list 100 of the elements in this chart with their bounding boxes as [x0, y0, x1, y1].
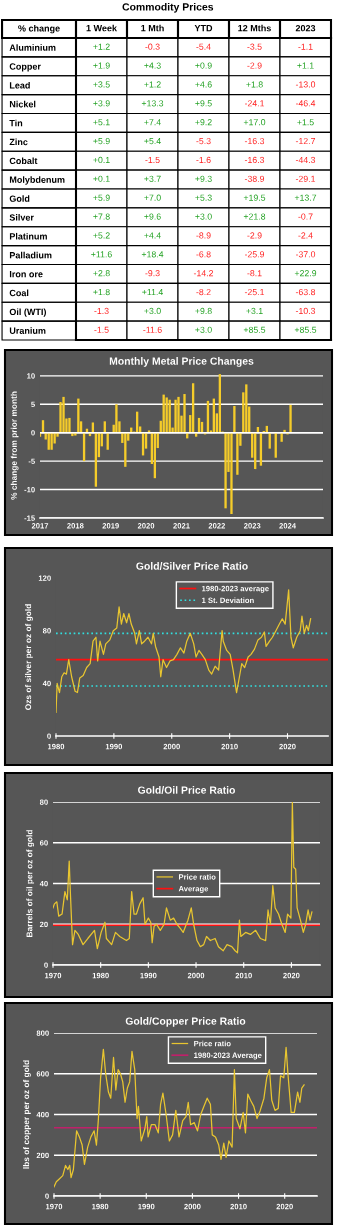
data-label: -1.5 — [145, 156, 160, 164]
data-label: +9.8 — [195, 307, 212, 315]
data-label: -1.1 — [298, 43, 313, 50]
data-label: -2.4 — [298, 232, 313, 239]
data-label: -25.1 — [244, 288, 265, 296]
data-label: -2.9 — [247, 232, 262, 239]
data-label: +5.9 — [93, 137, 110, 145]
data-label: -63.8 — [295, 288, 316, 296]
data-label: -8.2 — [196, 288, 211, 296]
data-label: -37.0 — [295, 251, 316, 258]
data-label: +5.2 — [93, 232, 110, 239]
data-label: +9.3 — [195, 175, 212, 182]
data-label: +1.8 — [246, 81, 263, 88]
y-tick-label: Zinc — [9, 138, 28, 146]
data-label: +4.4 — [144, 232, 161, 239]
data-label: +3.5 — [93, 81, 110, 88]
data-label: -9.3 — [145, 270, 160, 277]
data-label: -25.9 — [244, 251, 265, 258]
data-label: +7.8 — [93, 213, 110, 220]
data-label: -46.4 — [295, 100, 316, 107]
data-label: +7.4 — [144, 119, 161, 126]
data-label: -16.3 — [244, 156, 265, 164]
data-label: +3.7 — [144, 175, 161, 182]
data-label: -44.3 — [295, 156, 316, 164]
y-tick-label: Molybdenum — [9, 176, 65, 185]
y-axis-title: % change from prior month — [10, 391, 19, 500]
x-tick-label: YTD — [194, 25, 213, 32]
data-label: +7.0 — [144, 194, 161, 201]
data-label: -13.0 — [295, 81, 316, 88]
x-tick-label: 1 Mth — [141, 24, 164, 32]
data-label: +13.3 — [141, 100, 164, 107]
y-tick-label: Tin — [9, 119, 23, 127]
data-label: +1.1 — [297, 62, 314, 69]
chart-title: Monthly Metal Price Changes — [109, 357, 254, 367]
chart-title: Gold/Oil Price Ratio — [138, 786, 235, 794]
data-label: +1.2 — [93, 43, 110, 50]
y-tick-label: Aluminium — [9, 44, 56, 51]
data-label: +9.6 — [144, 213, 161, 220]
y-tick-label: Oil (WTI) — [9, 308, 46, 317]
data-label: +9.2 — [195, 119, 212, 126]
data-label: -24.1 — [244, 100, 265, 107]
y-tick-label: Cobalt — [9, 157, 38, 165]
data-label: +4.3 — [144, 62, 161, 69]
y-tick-label: Gold — [9, 195, 30, 202]
data-label: -6.8 — [196, 251, 211, 258]
y-tick-label: Palladium — [9, 251, 52, 259]
data-label: +3.1 — [246, 307, 263, 315]
data-label: +11.4 — [142, 289, 163, 296]
y-tick-label: Iron ore — [9, 271, 43, 278]
data-label: -38.9 — [244, 175, 265, 182]
data-label: +5.4 — [144, 138, 161, 145]
data-label: -1.6 — [196, 156, 211, 164]
y-tick-label: Silver — [9, 214, 34, 221]
data-label: -11.6 — [143, 326, 162, 333]
data-label: +3.9 — [93, 100, 110, 107]
data-label: -12.7 — [295, 137, 316, 145]
y-axis-title: lbs of copper per oz of gold — [23, 1060, 31, 1169]
x-tick-label: 2023 — [295, 24, 316, 32]
data-label: -3.5 — [247, 43, 262, 50]
data-label: +22.9 — [294, 270, 317, 277]
data-label: -0.7 — [298, 213, 313, 220]
data-label: -5.3 — [196, 137, 211, 145]
y-tick-label: Uranium — [9, 327, 46, 334]
data-label: +5.1 — [93, 119, 110, 126]
data-label: -14.2 — [193, 270, 214, 277]
data-label: -16.3 — [244, 137, 265, 145]
y-tick-label: Coal — [9, 289, 29, 297]
data-label: -8.1 — [247, 270, 262, 277]
data-label: +0.1 — [93, 156, 110, 164]
data-label: -5.4 — [196, 43, 211, 50]
data-label: +2.8 — [93, 270, 110, 277]
y-axis-title: Ozs of silver per oz of gold — [25, 604, 33, 710]
data-label: -29.1 — [295, 175, 316, 182]
data-label: +11.6 — [91, 251, 112, 258]
data-label: +0.1 — [93, 175, 110, 182]
data-label: -1.3 — [94, 307, 109, 315]
data-label: +13.7 — [294, 194, 317, 201]
data-label: -8.9 — [196, 232, 211, 239]
data-label: +5.9 — [93, 194, 110, 201]
data-label: +1.5 — [297, 119, 314, 126]
y-axis-title: Barrels of oil per oz of gold — [26, 830, 35, 937]
data-label: +9.5 — [195, 100, 212, 107]
data-label: +1.9 — [93, 62, 110, 69]
y-tick-label: Lead — [9, 81, 30, 89]
data-label: +0.9 — [195, 62, 212, 69]
data-label: -2.9 — [247, 62, 262, 69]
chart-title: Gold/Copper Price Ratio — [125, 1017, 246, 1027]
data-label: -10.3 — [295, 307, 316, 315]
chart-title: Commodity Prices — [122, 2, 214, 13]
data-label: +18.4 — [141, 251, 164, 258]
data-label: +17.0 — [243, 119, 266, 126]
y-axis-title: % change — [18, 24, 60, 34]
y-tick-label: Platinum — [9, 232, 47, 240]
data-label: -0.3 — [145, 43, 160, 50]
data-label: +85.5 — [294, 326, 317, 333]
x-tick-label: 12 Mths — [238, 24, 271, 32]
data-label: +3.0 — [195, 213, 212, 220]
data-label: +3.0 — [144, 307, 161, 315]
x-tick-label: 1 Week — [86, 24, 117, 32]
data-label: +1.8 — [93, 288, 110, 296]
